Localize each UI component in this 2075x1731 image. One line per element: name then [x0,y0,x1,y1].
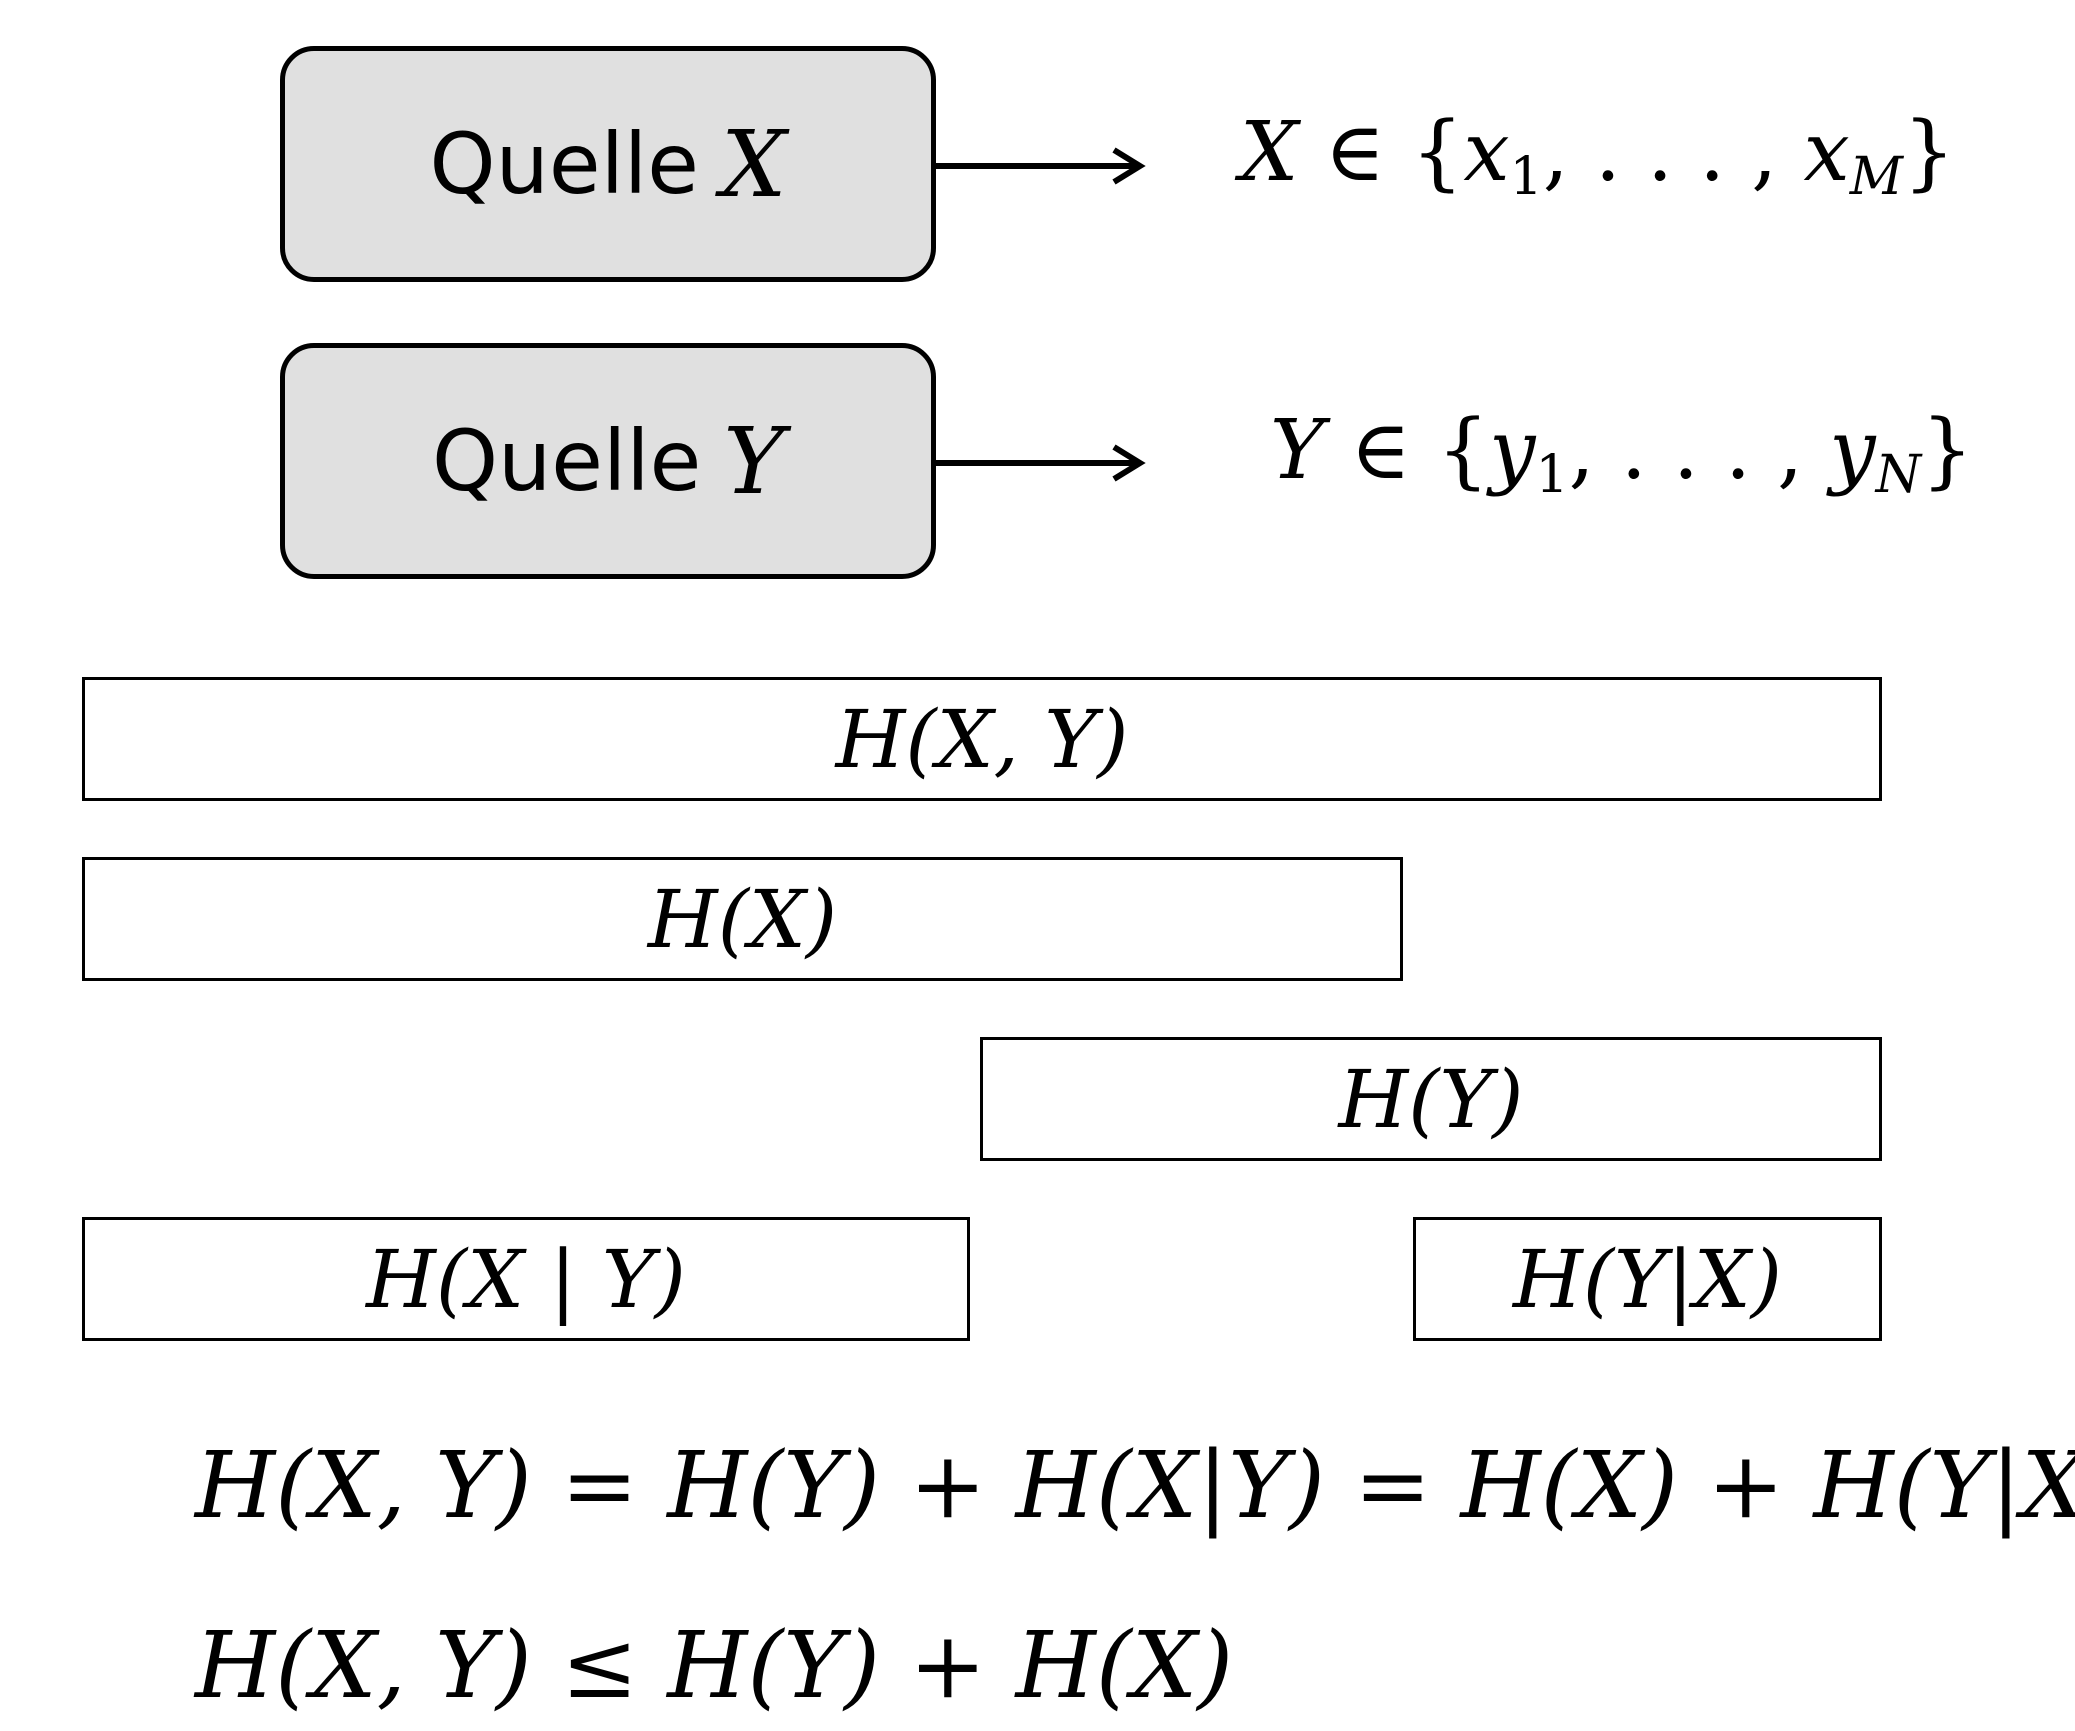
subadditivity-inequality: H(X, Y) ≤ H(Y) + H(X) [195,1612,1234,1719]
source-x-box: Quelle X [280,46,936,282]
alphabet-x: X ∈ {x1, . . . , xM} [1240,105,1956,207]
conditional-entropy-x-given-y-bar: H(X | Y) [82,1217,970,1341]
source-x-label: Quelle [429,115,699,213]
source-y-label: Quelle [431,412,702,510]
alphabet-y: Y ∈ {y1, . . . , yN} [1270,403,1974,505]
conditional-entropy-y-given-x-bar: H(Y|X) [1413,1217,1882,1341]
joint-entropy-bar: H(X, Y) [82,677,1882,801]
chain-rule-equation: H(X, Y) = H(Y) + H(X|Y) = H(X) + H(Y|X) [195,1432,2075,1539]
arrow-x [936,147,1146,185]
entropy-x-bar: H(X) [82,857,1403,981]
entropy-y-bar: H(Y) [980,1037,1882,1161]
source-y-box: Quelle Y [280,343,936,579]
source-y-variable: Y [723,407,785,515]
source-x-variable: X [720,110,787,218]
arrow-y [936,444,1146,482]
